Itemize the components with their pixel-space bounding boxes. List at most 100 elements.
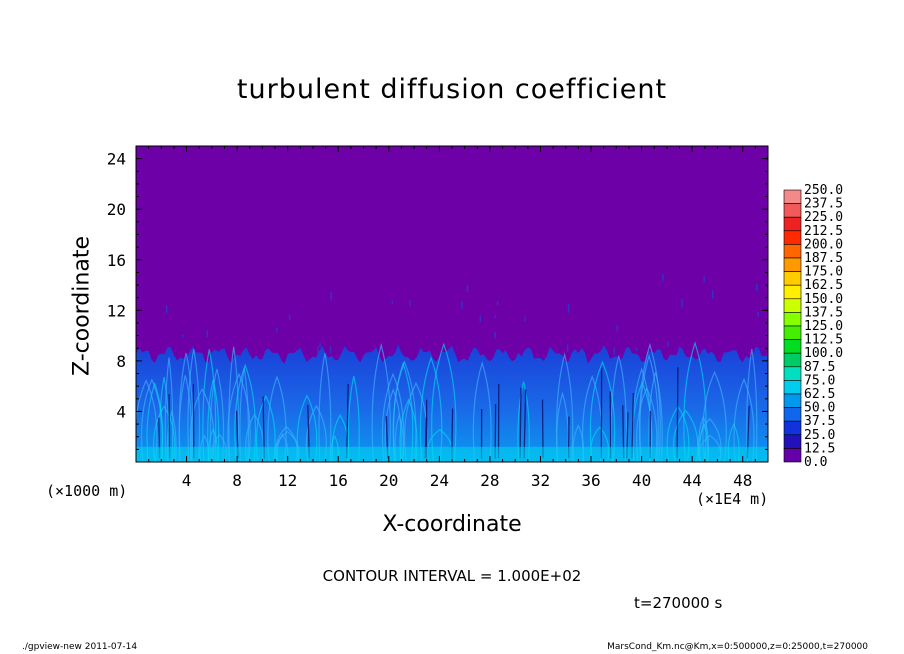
colorbar-swatch [783, 380, 802, 395]
isolated-patch [613, 347, 616, 356]
turbulent-layer [136, 273, 768, 462]
colorbar-level-label: 200.0 [804, 237, 843, 252]
plume-streak [347, 375, 360, 462]
colorbar-level-label: 87.5 [804, 360, 835, 375]
colorbar-swatch [783, 216, 802, 232]
plume-streak [209, 368, 225, 462]
isolated-patch [681, 298, 683, 308]
plume-streak [146, 381, 164, 462]
dark-front-streak [519, 387, 522, 459]
isolated-patch [466, 284, 469, 293]
dark-front-streak [523, 389, 527, 459]
colorbar-level-label: 25.0 [804, 428, 835, 443]
plume-streak [189, 387, 215, 462]
isolated-patch [329, 346, 332, 354]
x-tick-label: 12 [278, 471, 297, 490]
isolated-patch [703, 276, 705, 283]
plume-streak [419, 356, 443, 462]
colorbar-swatch [783, 284, 802, 300]
x-tick-label: 16 [329, 471, 348, 490]
y-axis-label: Z-coordinate [69, 236, 95, 376]
colorbar-level-label: 212.5 [804, 224, 843, 239]
isolated-patch [181, 334, 184, 338]
isolated-patch [391, 300, 394, 304]
plume-streak [555, 352, 574, 462]
x-tick-label: 40 [632, 471, 651, 490]
plume-streak [187, 348, 201, 462]
y-tick-label: 16 [107, 251, 126, 270]
colorbar-level-label: 0.0 [804, 455, 827, 470]
plume-streak [255, 394, 276, 462]
plume-streak [381, 372, 405, 462]
plume-streak [636, 386, 658, 462]
colorbar: 250.0237.5225.0212.5200.0187.5175.0162.5… [783, 183, 843, 470]
plume-streak [164, 357, 174, 462]
x-axis-unit-label: (×1E4 m) [696, 490, 769, 508]
plume-streak [639, 353, 659, 462]
y-tick-label: 4 [116, 402, 126, 421]
isolated-patch [206, 330, 209, 338]
isolated-patch [755, 284, 758, 292]
time-label: t=270000 s [634, 594, 723, 612]
isolated-patch [566, 344, 569, 353]
colorbar-level-label: 50.0 [804, 401, 835, 416]
colorbar-level-label: 12.5 [804, 441, 835, 456]
isolated-patch [524, 316, 526, 322]
footer-left-text: ./gpview-new 2011-07-14 [22, 642, 138, 652]
colorbar-swatch [783, 189, 802, 204]
colorbar-level-label: 187.5 [804, 251, 843, 266]
x-tick-label: 4 [182, 471, 192, 490]
isolated-patch [667, 341, 669, 347]
plume-streak [371, 342, 391, 462]
plume-streak [318, 353, 332, 462]
plume-streak [589, 360, 616, 462]
isolated-patch [165, 305, 168, 313]
plume-streak [733, 377, 755, 462]
colorbar-level-label: 125.0 [804, 319, 843, 334]
isolated-patch [275, 327, 278, 332]
plume-streak [234, 363, 257, 462]
chart-title: turbulent diffusion coefficient [236, 74, 668, 105]
isolated-patch [757, 312, 759, 317]
colorbar-swatch [783, 393, 802, 408]
colorbar-level-label: 62.5 [804, 387, 835, 402]
plume-streak [392, 360, 417, 462]
colorbar-swatch [783, 230, 802, 245]
plume-streak [472, 360, 492, 462]
plume-streak [648, 371, 663, 462]
colorbar-swatch [783, 352, 802, 368]
colorbar-swatch [783, 203, 802, 218]
colorbar-swatch [783, 448, 802, 463]
plume-streak [610, 355, 627, 462]
colorbar-swatch [783, 312, 802, 327]
isolated-patch [461, 301, 463, 309]
x-tick-label: 8 [232, 471, 242, 490]
colorbar-level-label: 150.0 [804, 292, 843, 307]
isolated-patch [288, 314, 291, 320]
colorbar-swatch [783, 257, 802, 272]
x-tick-label: 28 [480, 471, 499, 490]
y-tick-label: 12 [107, 301, 126, 320]
x-tick-label: 20 [379, 471, 398, 490]
isolated-patch [616, 324, 618, 332]
plume-streak [431, 342, 457, 462]
x-tick-label: 48 [733, 471, 752, 490]
isolated-patch [711, 289, 714, 299]
contour-interval-label: CONTOUR INTERVAL = 1.000E+02 [322, 567, 582, 585]
colorbar-level-label: 250.0 [804, 183, 843, 198]
isolated-patch [317, 346, 319, 355]
x-tick-label: 36 [581, 471, 600, 490]
colorbar-level-label: 137.5 [804, 305, 843, 320]
colorbar-swatch [783, 420, 802, 436]
plume-streak [227, 372, 251, 462]
x-tick-label: 44 [683, 471, 702, 490]
colorbar-swatch [783, 298, 802, 313]
colorbar-level-label: 100.0 [804, 346, 843, 361]
x-tick-label: 24 [430, 471, 449, 490]
colorbar-level-label: 225.0 [804, 210, 843, 225]
isolated-patch [662, 273, 664, 281]
y-tick-label: 24 [107, 150, 126, 169]
surface-band [136, 446, 768, 462]
plume-streak [404, 381, 428, 462]
